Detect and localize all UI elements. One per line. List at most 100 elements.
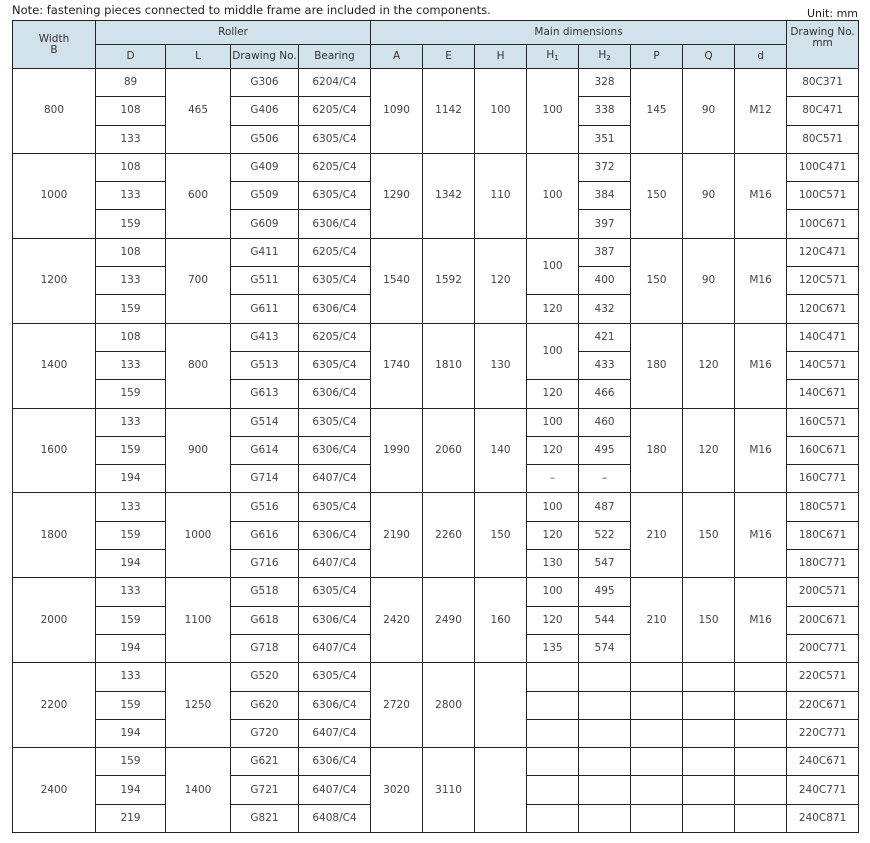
width-b: 2000 [12, 577, 96, 664]
table-row: 194 G718 6407/C4 135 574 200C771 [13, 633, 860, 664]
header-h1: H1 [526, 44, 580, 69]
table-row: 194 G716 6407/C4 130 547 180C771 [13, 549, 860, 579]
dim-q [682, 803, 736, 834]
roller-d: 159 [95, 435, 166, 466]
table-row: 2000 133 1100 G518 6305/C4 2420 2490 160 100 495 2… [12, 577, 860, 664]
bearing: 6205/C4 [297, 237, 372, 268]
bearing: 6305/C4 [297, 492, 372, 522]
dim-h1: 120 [526, 379, 580, 409]
roller-d: 219 [95, 803, 166, 834]
roller-drawing-no: G520 [230, 662, 299, 692]
roller-l: 1250 [165, 662, 231, 749]
drawing-no: 160C571 [786, 407, 860, 437]
dim-q: 120 [682, 407, 736, 494]
bearing: 6205/C4 [297, 96, 372, 126]
roller-drawing-no: G513 [230, 350, 299, 381]
dim-h1: 100 [526, 492, 580, 522]
bearing: 6305/C4 [297, 181, 372, 211]
roller-drawing-no: G821 [230, 803, 299, 834]
bearing: 6306/C4 [297, 747, 372, 777]
roller-drawing-no: G409 [230, 152, 299, 183]
dim-d [734, 775, 788, 805]
drawing-no: 120C671 [786, 294, 860, 324]
dim-a: 3020 [370, 747, 424, 834]
dim-h2: 384 [578, 181, 632, 211]
drawing-no: 100C571 [786, 181, 860, 211]
dim-q: 150 [682, 492, 736, 579]
header-q: Q [682, 44, 736, 69]
dim-d [734, 662, 788, 692]
bearing: 6305/C4 [297, 350, 372, 381]
dim-p [630, 718, 684, 749]
roller-d: 133 [95, 181, 166, 211]
dim-h1 [526, 690, 580, 720]
roller-drawing-no: G516 [230, 492, 299, 522]
dim-h2: – [578, 464, 632, 494]
dim-a: 1290 [370, 152, 424, 239]
roller-drawing-no: G611 [230, 294, 299, 324]
drawing-no: 80C371 [786, 67, 860, 98]
table-row: 1200 108 700 G411 6205/C4 1540 1592 120 100 387 15… [12, 237, 860, 324]
bearing: 6306/C4 [297, 379, 372, 409]
drawing-no: 220C571 [786, 662, 860, 692]
note-text: Note: fastening pieces connected to midd… [12, 3, 491, 17]
dim-q: 90 [682, 152, 736, 239]
table-row: 1600 133 900 G514 6305/C4 1990 2060 140 100 460 18… [12, 407, 860, 494]
width-b: 1400 [12, 322, 96, 409]
table-row: 1800 133 1000 G516 6305/C4 2190 2260 150 100 487 2… [12, 492, 860, 579]
width-b: 1000 [12, 152, 96, 239]
drawing-no: 180C771 [786, 549, 860, 579]
roller-drawing-no: G614 [230, 435, 299, 466]
dim-h2: 522 [578, 520, 632, 551]
roller-d: 108 [95, 96, 166, 126]
roller-d: 89 [95, 67, 166, 98]
header-d: D [95, 44, 166, 69]
bearing: 6305/C4 [297, 662, 372, 692]
roller-d: 159 [95, 520, 166, 551]
drawing-no: 120C471 [786, 237, 860, 268]
dim-a: 1090 [370, 68, 424, 154]
bearing: 6306/C4 [297, 520, 372, 551]
dim-d [734, 747, 788, 777]
dim-h: 150 [474, 492, 528, 579]
roller-d: 133 [95, 266, 166, 296]
roller-drawing-no: G618 [230, 605, 299, 635]
drawing-no: 180C671 [786, 520, 860, 551]
roller-d: 159 [95, 209, 166, 239]
bearing: 6305/C4 [297, 407, 372, 437]
bearing: 6204/C4 [297, 67, 372, 98]
roller-drawing-no: G616 [230, 520, 299, 551]
dim-h1: 135 [526, 633, 580, 664]
dim-h2: 574 [578, 633, 632, 664]
header-d: d [734, 44, 788, 69]
header-a: A [370, 44, 424, 69]
unit-label: Unit: mm [806, 7, 858, 20]
bearing: 6407/C4 [297, 718, 372, 749]
width-b: 800 [12, 68, 96, 154]
table-row: 194 G721 6407/C4 240C771 [13, 775, 860, 805]
dim-d: M16 [734, 237, 788, 324]
dim-h1: 100 [526, 322, 580, 381]
roller-drawing-no: G721 [230, 775, 299, 805]
dim-h2: 372 [578, 152, 632, 183]
dim-h1 [526, 775, 580, 805]
roller-d: 133 [95, 124, 166, 154]
dim-h: 100 [474, 68, 528, 154]
dim-p: 150 [630, 237, 684, 324]
bearing: 6305/C4 [297, 266, 372, 296]
dim-e: 2060 [422, 407, 476, 494]
dim-h: 130 [474, 322, 528, 409]
dim-p: 150 [630, 152, 684, 239]
roller-drawing-no: G406 [230, 96, 299, 126]
dim-e: 2260 [422, 492, 476, 579]
dim-q [682, 662, 736, 692]
dim-d [734, 690, 788, 720]
table-row: 2200 133 1250 G520 6305/C4 2720 2800 220C571 [12, 662, 860, 749]
dim-h2: 460 [578, 407, 632, 437]
dim-p: 210 [630, 577, 684, 664]
bearing: 6306/C4 [297, 435, 372, 466]
bearing: 6408/C4 [297, 803, 372, 834]
dim-h2: 487 [578, 492, 632, 522]
roller-d: 159 [95, 690, 166, 720]
roller-d: 108 [95, 322, 166, 352]
